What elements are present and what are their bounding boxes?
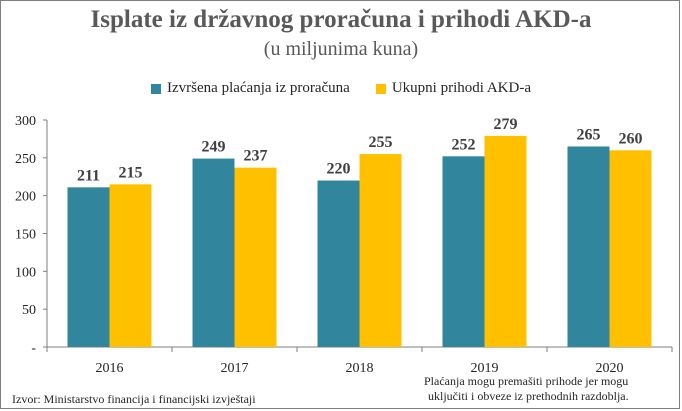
bar xyxy=(442,156,485,347)
x-tick-label: 2018 xyxy=(346,361,374,376)
data-label: 220 xyxy=(327,161,351,178)
bar xyxy=(192,158,235,347)
legend-item-revenue: Ukupni prihodi AKD-a xyxy=(375,80,531,97)
legend-label-payments: Izvršena plaćanja iz proračuna xyxy=(167,80,350,96)
y-tick-label: 300 xyxy=(15,114,36,129)
bar xyxy=(484,135,527,347)
legend-swatch-revenue xyxy=(375,83,386,94)
y-tick-label: - xyxy=(31,341,36,356)
data-label: 237 xyxy=(244,148,268,165)
footnote-line-2: uključiti i obveze iz prethodnih razdobl… xyxy=(428,389,629,403)
data-label: 260 xyxy=(619,130,643,147)
x-tick-label: 2019 xyxy=(471,361,499,376)
y-tick-label: 200 xyxy=(15,190,36,205)
data-label: 279 xyxy=(494,116,518,133)
y-tick-label: 100 xyxy=(15,265,36,280)
footnote-line-1: Plaćanja mogu premašiti prihode jer mogu xyxy=(424,374,629,388)
chart-title: Isplate iz državnog proračuna i prihodi … xyxy=(90,6,592,33)
bar xyxy=(109,184,152,347)
legend: Izvršena plaćanja iz proračuna Ukupni pr… xyxy=(0,80,682,97)
legend-label-revenue: Ukupni prihodi AKD-a xyxy=(391,80,531,96)
x-tick-label: 2020 xyxy=(596,361,624,376)
y-tick-label: 50 xyxy=(22,303,36,318)
data-label: 265 xyxy=(577,126,601,143)
source-note: Izvor: Ministarstvo financija i financij… xyxy=(12,392,256,406)
bar xyxy=(317,180,360,347)
bar xyxy=(67,187,110,347)
bar xyxy=(359,154,402,347)
legend-item-payments: Izvršena plaćanja iz proračuna xyxy=(151,80,350,97)
footnote: Plaćanja mogu premašiti prihode jer mogu… xyxy=(424,374,682,404)
legend-swatch-payments xyxy=(151,83,162,94)
data-label: 211 xyxy=(77,167,100,184)
y-tick-label: 150 xyxy=(15,228,36,243)
data-label: 252 xyxy=(452,136,476,153)
bar xyxy=(234,167,277,347)
y-tick-label: 250 xyxy=(15,152,36,167)
bar xyxy=(567,146,610,347)
x-tick-label: 2016 xyxy=(96,361,124,376)
data-label: 255 xyxy=(369,134,393,151)
chart-subtitle: (u miljunima kuna) xyxy=(263,38,419,60)
data-label: 215 xyxy=(119,164,143,181)
data-label: 249 xyxy=(202,139,226,156)
bar xyxy=(609,150,652,347)
x-tick-label: 2017 xyxy=(221,361,249,376)
